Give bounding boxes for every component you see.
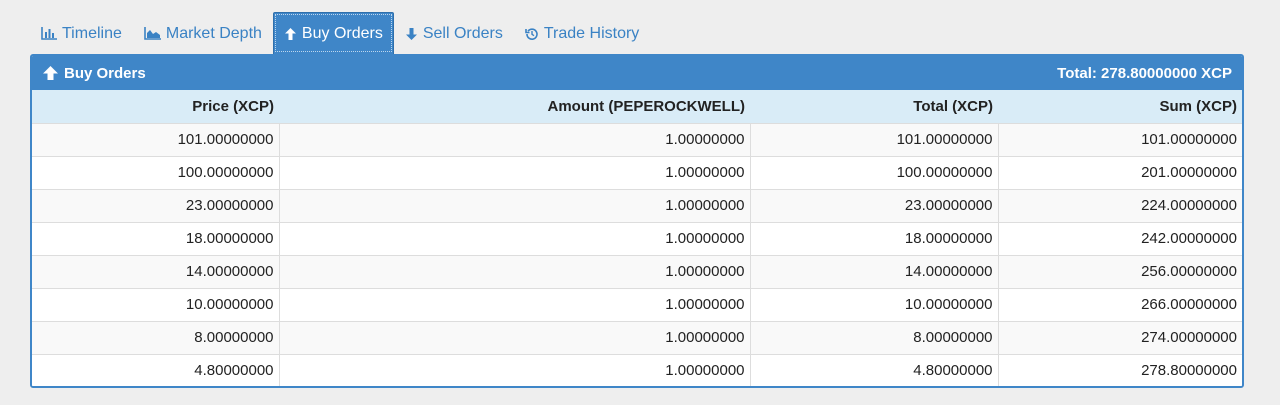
col-header-sum[interactable]: Sum (XCP) <box>1159 97 1237 115</box>
cell-total: 100.00000000 <box>749 155 998 189</box>
cell-sum: 101.00000000 <box>997 122 1242 156</box>
cell-total: 14.00000000 <box>749 254 998 288</box>
cell-amount: 1.00000000 <box>278 287 750 321</box>
cell-total: 23.00000000 <box>749 188 998 222</box>
cell-amount: 1.00000000 <box>278 320 750 354</box>
panel-title: Buy Orders <box>42 65 146 82</box>
table-row[interactable]: 18.00000000 1.00000000 18.00000000 242.0… <box>32 221 1242 255</box>
history-icon <box>525 27 539 41</box>
table-row[interactable]: 101.00000000 1.00000000 101.00000000 101… <box>32 122 1242 156</box>
cell-price: 10.00000000 <box>32 287 279 321</box>
cell-price: 14.00000000 <box>32 254 279 288</box>
cell-amount: 1.00000000 <box>278 122 750 156</box>
cell-price: 18.00000000 <box>32 221 279 255</box>
panel-title-text: Buy Orders <box>64 64 146 82</box>
arrow-up-icon <box>284 27 297 41</box>
tab-label: Buy Orders <box>301 24 383 42</box>
cell-price: 4.80000000 <box>32 353 279 386</box>
bar-chart-icon <box>41 27 57 40</box>
col-header-price[interactable]: Price (XCP) <box>192 97 274 115</box>
tab-buy-orders[interactable]: Buy Orders <box>272 12 394 54</box>
tab-timeline[interactable]: Timeline <box>30 12 133 54</box>
cell-price: 100.00000000 <box>32 155 279 189</box>
arrow-up-icon <box>43 66 58 80</box>
tab-sell-orders[interactable]: Sell Orders <box>394 12 514 54</box>
tab-bar: Timeline Market Depth Buy Orders Sell Or… <box>30 12 650 54</box>
cell-total: 10.00000000 <box>749 287 998 321</box>
table-row[interactable]: 23.00000000 1.00000000 23.00000000 224.0… <box>32 188 1242 222</box>
table-row[interactable]: 8.00000000 1.00000000 8.00000000 274.000… <box>32 320 1242 354</box>
cell-price: 101.00000000 <box>32 122 279 156</box>
cell-amount: 1.00000000 <box>278 221 750 255</box>
panel-total: Total: 278.80000000 XCP <box>1057 64 1232 82</box>
col-header-amount[interactable]: Amount (PEPEROCKWELL) <box>547 97 745 115</box>
cell-sum: 242.00000000 <box>997 221 1242 255</box>
tab-label: Trade History <box>543 24 640 42</box>
cell-sum: 201.00000000 <box>997 155 1242 189</box>
cell-sum: 224.00000000 <box>997 188 1242 222</box>
cell-price: 8.00000000 <box>32 320 279 354</box>
tab-label: Market Depth <box>165 24 262 42</box>
cell-price: 23.00000000 <box>32 188 279 222</box>
cell-total: 8.00000000 <box>749 320 998 354</box>
table-header-row: Price (XCP) Amount (PEPEROCKWELL) Total … <box>32 90 1242 123</box>
tab-label: Timeline <box>62 24 122 42</box>
cell-total: 4.80000000 <box>749 353 998 386</box>
cell-sum: 278.80000000 <box>997 353 1242 386</box>
panel-header: Buy Orders Total: 278.80000000 XCP <box>32 56 1242 90</box>
cell-amount: 1.00000000 <box>278 353 750 386</box>
buy-orders-table: Price (XCP) Amount (PEPEROCKWELL) Total … <box>32 90 1242 386</box>
cell-amount: 1.00000000 <box>278 155 750 189</box>
table-row[interactable]: 10.00000000 1.00000000 10.00000000 266.0… <box>32 287 1242 321</box>
cell-total: 18.00000000 <box>749 221 998 255</box>
table-row[interactable]: 14.00000000 1.00000000 14.00000000 256.0… <box>32 254 1242 288</box>
cell-amount: 1.00000000 <box>278 188 750 222</box>
table-row[interactable]: 4.80000000 1.00000000 4.80000000 278.800… <box>32 353 1242 386</box>
arrow-down-icon <box>405 27 418 41</box>
area-chart-icon <box>144 27 161 40</box>
buy-orders-panel: Buy Orders Total: 278.80000000 XCP Price… <box>30 54 1244 388</box>
tab-trade-history[interactable]: Trade History <box>514 12 650 54</box>
tab-label: Sell Orders <box>422 24 503 42</box>
col-header-total[interactable]: Total (XCP) <box>913 97 993 115</box>
cell-total: 101.00000000 <box>749 122 998 156</box>
tab-market-depth[interactable]: Market Depth <box>133 12 273 54</box>
cell-sum: 274.00000000 <box>997 320 1242 354</box>
cell-sum: 256.00000000 <box>997 254 1242 288</box>
cell-amount: 1.00000000 <box>278 254 750 288</box>
table-row[interactable]: 100.00000000 1.00000000 100.00000000 201… <box>32 155 1242 189</box>
cell-sum: 266.00000000 <box>997 287 1242 321</box>
